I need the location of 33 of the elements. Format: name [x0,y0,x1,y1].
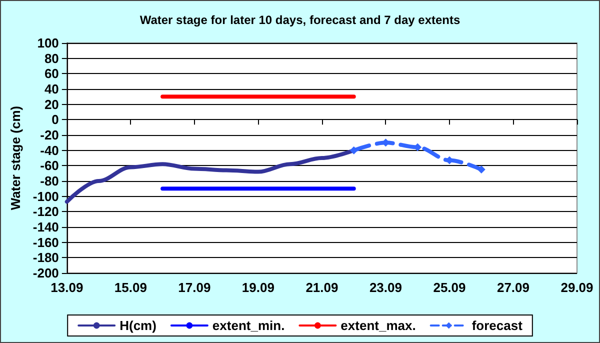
x-tick-label: 27.09 [496,280,530,295]
y-tick-label: -80 [40,174,59,188]
y-tick-label: 40 [44,82,59,96]
y-tick-label: -160 [32,234,59,250]
legend-label: extent_max. [340,318,416,333]
x-tick-label: 25.09 [433,280,466,295]
y-tick-label: -140 [32,220,59,234]
y-tick-label: -100 [32,188,59,204]
legend-label: extent_min. [212,318,285,333]
y-tick-label: 100 [37,36,59,50]
x-tick-label: 17.09 [178,280,211,295]
y-tick-label: 60 [44,66,59,82]
y-tick-label: -60 [40,158,59,174]
point [350,146,358,154]
chart-title: Water stage for later 10 days, forecast and 7 day extents [140,13,460,27]
y-tick-label: -200 [32,266,59,280]
legend-label: forecast [472,318,524,333]
y-tick-label: 80 [44,50,59,66]
legend-label: H(cm) [120,318,156,333]
x-tick-label: 29.09 [560,280,594,295]
x-tick-label: 19.09 [242,280,274,295]
x-tick-label: 13.09 [50,280,84,295]
y-tick-label: 20 [44,96,59,112]
y-tick-label: -20 [40,128,59,142]
x-tick-label: 21.09 [306,280,338,295]
y-axis-title: Water stage (cm) [8,106,23,210]
y-tick-label: -180 [32,250,59,266]
x-tick-label: 23.09 [369,280,402,295]
x-tick-label: 15.09 [114,280,147,295]
y-tick-label: -120 [32,204,59,220]
y-tick-label: 0 [52,112,59,128]
point [477,166,486,174]
y-tick-label: -40 [40,142,59,158]
